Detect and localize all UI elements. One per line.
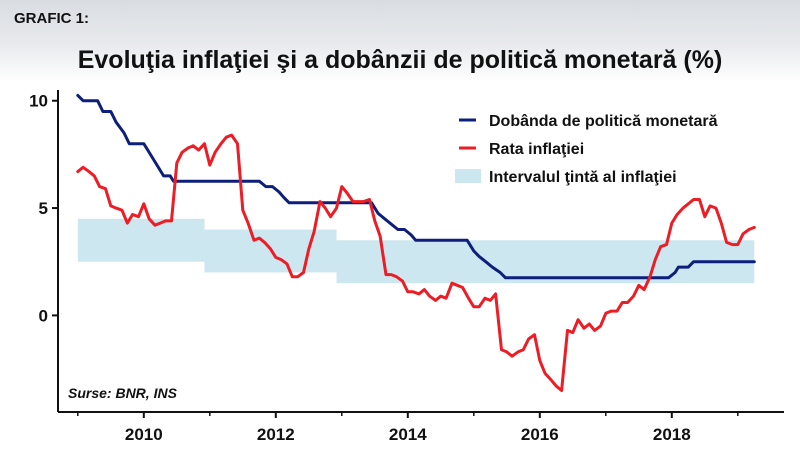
x-tick-label: 2018	[653, 425, 691, 444]
y-tick-label: 10	[29, 92, 48, 111]
legend: Dobânda de politică monetară Rata inflaţi…	[455, 113, 718, 186]
y-tick-label: 5	[39, 199, 48, 218]
inflation-line	[76, 133, 756, 392]
legend-label-policy-rate: Dobânda de politică monetară	[489, 113, 718, 130]
figure-label: GRAFIC 1:	[14, 10, 89, 27]
x-tick-label: 2016	[521, 425, 559, 444]
series-layer	[76, 93, 756, 392]
x-ticks: 2010 2012 2014 2016 2018	[77, 412, 739, 444]
legend-swatch-target-band	[455, 169, 481, 183]
target-band-layer	[77, 218, 755, 284]
legend-label-target-band: Intervalul ţintă al inflaţiei	[489, 169, 677, 186]
target-band-segment-0	[77, 218, 205, 262]
target-band-segment-2	[336, 240, 755, 284]
x-tick-label: 2010	[125, 425, 163, 444]
chart-title: Evoluţia inflaţiei şi a dobânzii de poli…	[77, 46, 723, 74]
y-tick-label: 0	[39, 306, 48, 325]
x-tick-label: 2012	[257, 425, 295, 444]
x-tick-label: 2014	[389, 425, 427, 444]
y-ticks: 10 5 0	[29, 92, 58, 325]
legend-label-inflation: Rata inflaţiei	[489, 141, 584, 158]
source-note: Surse: BNR, INS	[68, 385, 178, 401]
